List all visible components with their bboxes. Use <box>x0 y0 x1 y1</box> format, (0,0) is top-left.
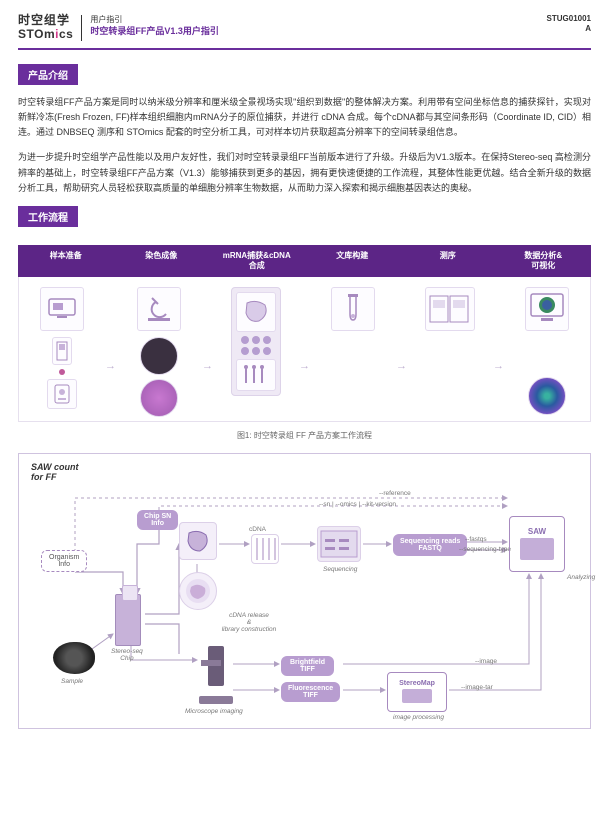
wf-step-5: 测序 <box>400 245 496 276</box>
arrow-icon: → <box>202 332 213 372</box>
doc-meta: 用户指引 时空转录组FF产品V1.3用户指引 <box>90 14 219 38</box>
lanes-icon <box>251 534 279 564</box>
icon-monitor <box>40 287 84 331</box>
wf-step-4: 文库构建 <box>305 245 401 276</box>
divider <box>81 15 82 41</box>
doc-title: 时空转录组FF产品V1.3用户指引 <box>90 25 219 38</box>
label-analyzing: Analyzing <box>567 574 595 581</box>
node-fastq: Sequencing reads FASTQ <box>393 534 467 556</box>
workflow-header-strip: 样本准备 染色成像 mRNA捕获&cDNA 合成 文库构建 测序 数据分析& 可… <box>18 245 591 276</box>
wf-step-2: 染色成像 <box>114 245 210 276</box>
section-workflow-tag: 工作流程 <box>18 206 78 227</box>
intro-p2: 为进一步提升时空组学产品性能以及用户友好性，我们对时空转录录组FF当前版本进行了… <box>18 150 591 196</box>
section-intro-tag: 产品介绍 <box>18 64 78 85</box>
icon-device <box>47 379 77 409</box>
label-image-proc: image processing <box>393 714 444 721</box>
sample-blob-icon <box>53 642 95 674</box>
saw-diagram: SAW count for FF <box>18 453 591 729</box>
wf-step-6: 数据分析& 可视化 <box>496 245 592 276</box>
label-sequencing: Sequencing <box>323 566 357 573</box>
diagram-title: SAW count for FF <box>31 462 79 484</box>
wf-step-3: mRNA捕获&cDNA 合成 <box>209 245 305 276</box>
arrow-icon: → <box>493 332 504 372</box>
figure-caption: 图1: 时空转录组 FF 产品方案工作流程 <box>18 430 591 441</box>
tissue-img-2 <box>179 572 217 610</box>
label-microscope: Microscope imaging <box>185 708 243 715</box>
label-image: --image <box>475 658 497 665</box>
stereomap-box: StereoMap <box>387 672 447 712</box>
gel-icon <box>317 526 361 562</box>
label-reference: --reference <box>379 490 411 497</box>
label-sn-omics-kit: --sn | --omics | --kit-version <box>319 501 396 508</box>
dots-icon <box>241 336 271 355</box>
microscope-icon <box>199 646 233 704</box>
bars-icon <box>236 359 276 391</box>
round-dark-icon <box>140 337 178 375</box>
label-stereo-chip: Stereo-seq Chip <box>111 648 143 662</box>
label-seqtype: --sequencing-type <box>459 546 511 553</box>
saw-box: SAW <box>509 516 565 572</box>
logo: 时空组学 STOmics <box>18 14 73 42</box>
arrow-icon: → <box>396 332 407 372</box>
node-brightfield: Brightfield TIFF <box>281 656 334 676</box>
node-chip-sn: Chip SN Info <box>137 510 178 530</box>
tissue-img-1 <box>179 522 217 560</box>
logo-cn: 时空组学 <box>18 14 73 28</box>
mrna-box <box>231 287 281 396</box>
label-cdna-lib: cDNA release & library construction <box>219 612 279 633</box>
round-pink-icon <box>140 379 178 417</box>
arrow-icon: → <box>105 332 116 372</box>
viz-screen-icon <box>525 287 569 331</box>
chip-stack-icon <box>115 594 141 646</box>
tube-icon <box>331 287 375 331</box>
round-result-icon <box>528 377 566 415</box>
wf-step-1: 样本准备 <box>18 245 114 276</box>
stereomap-screen-icon <box>402 689 432 703</box>
logo-en: STOmics <box>18 28 73 42</box>
header-divider <box>18 48 591 50</box>
node-fluorescence: Fluorescence TIFF <box>281 682 340 702</box>
guide-label: 用户指引 <box>90 14 219 25</box>
label-cdna: cDNA <box>249 526 266 533</box>
workflow-visual: → → → → → <box>18 277 591 422</box>
icon-chip-sm <box>52 337 72 365</box>
arrow-icon: → <box>299 332 310 372</box>
sequencer-icon <box>425 287 475 331</box>
logo-block: 时空组学 STOmics 用户指引 时空转录组FF产品V1.3用户指引 <box>18 14 219 42</box>
saw-screen-icon <box>520 538 554 560</box>
doc-id: STUG01001 A <box>547 14 591 33</box>
node-organism-info: Organism Info <box>41 550 87 572</box>
page-header: 时空组学 STOmics 用户指引 时空转录组FF产品V1.3用户指引 STUG… <box>18 14 591 42</box>
dot-icon <box>59 369 65 375</box>
tissue-icon <box>236 292 276 332</box>
label-sample: Sample <box>61 678 83 685</box>
label-image-tar: --image-tar <box>461 684 493 691</box>
icon-microscope <box>137 287 181 331</box>
intro-p1: 时空转录组FF产品方案是同时以纳米级分辨率和厘米级全景视场实现"组织到数据"的整… <box>18 95 591 141</box>
label-fastqs: --fastqs <box>465 536 487 543</box>
